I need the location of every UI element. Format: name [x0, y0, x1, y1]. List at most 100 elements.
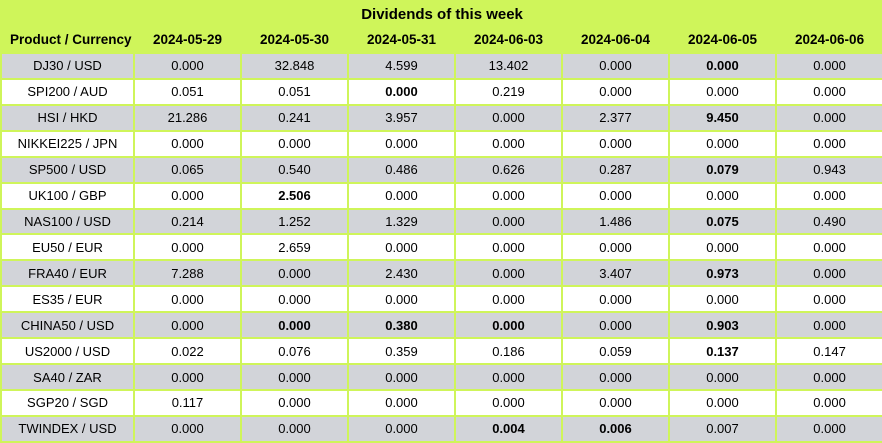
table-row: DJ30 / USD 0.000 32.848 4.599 13.402 0.000 0.0…: [0, 52, 882, 80]
dividend-value-cell: 0.000: [774, 233, 882, 262]
date-column-header: 2024-06-05: [668, 26, 777, 54]
dividend-value-cell: 0.973: [668, 259, 777, 288]
dividend-value-cell: 0.000: [347, 414, 456, 443]
dividend-value-cell: 0.000: [347, 77, 456, 106]
product-cell: UK100 / GBP: [0, 181, 135, 210]
dividend-value-cell: 0.007: [668, 414, 777, 443]
dividend-value-cell: 0.000: [561, 52, 670, 80]
dividend-value-cell: 0.000: [561, 77, 670, 106]
dividend-value-cell: 0.000: [240, 285, 349, 314]
dividend-value-cell: 0.000: [774, 388, 882, 417]
dividend-value-cell: 0.000: [561, 311, 670, 340]
product-cell: TWINDEX / USD: [0, 414, 135, 443]
product-cell: SPI200 / AUD: [0, 77, 135, 106]
dividend-value-cell: 0.000: [133, 363, 242, 391]
dividend-value-cell: 0.000: [774, 181, 882, 210]
table-title: Dividends of this week: [0, 0, 882, 26]
product-cell: US2000 / USD: [0, 337, 135, 366]
dividend-value-cell: 0.000: [347, 285, 456, 314]
dividend-value-cell: 0.147: [774, 337, 882, 366]
product-currency-header: Product / Currency: [0, 26, 135, 54]
dividend-value-cell: 0.000: [454, 363, 563, 391]
dividend-value-cell: 0.000: [454, 311, 563, 340]
dividend-value-cell: 2.659: [240, 233, 349, 262]
dividend-value-cell: 0.000: [774, 363, 882, 391]
dividend-value-cell: 2.506: [240, 181, 349, 210]
dividend-value-cell: 0.359: [347, 337, 456, 366]
dividend-value-cell: 0.000: [133, 285, 242, 314]
dividend-value-cell: 0.000: [668, 52, 777, 80]
date-column-header: 2024-06-06: [774, 26, 882, 54]
table-row: SA40 / ZAR 0.000 0.000 0.000 0.000 0.000 0.000…: [0, 363, 882, 391]
product-cell: FRA40 / EUR: [0, 259, 135, 288]
table-row: NAS100 / USD 0.214 1.252 1.329 0.000 1.486 0.0…: [0, 207, 882, 236]
dividend-value-cell: 1.486: [561, 207, 670, 236]
product-cell: DJ30 / USD: [0, 52, 135, 80]
dividend-value-cell: 0.000: [561, 285, 670, 314]
table-header-row: Product / Currency 2024-05-29 2024-05-30 20…: [0, 26, 882, 54]
dividend-value-cell: 0.000: [561, 129, 670, 158]
dividend-value-cell: 0.000: [668, 285, 777, 314]
product-cell: HSI / HKD: [0, 103, 135, 132]
dividend-value-cell: 2.377: [561, 103, 670, 132]
table-row: NIKKEI225 / JPN 0.000 0.000 0.000 0.000 0.000…: [0, 129, 882, 158]
date-column-header: 2024-05-29: [133, 26, 242, 54]
dividend-value-cell: 0.000: [347, 388, 456, 417]
dividend-value-cell: 0.000: [133, 233, 242, 262]
product-cell: EU50 / EUR: [0, 233, 135, 262]
dividend-value-cell: 0.000: [454, 129, 563, 158]
product-cell: SA40 / ZAR: [0, 363, 135, 391]
dividend-value-cell: 0.186: [454, 337, 563, 366]
dividend-value-cell: 0.000: [668, 363, 777, 391]
dividend-value-cell: 13.402: [454, 52, 563, 80]
product-cell: ES35 / EUR: [0, 285, 135, 314]
table-row: SPI200 / AUD 0.051 0.051 0.000 0.219 0.000 0.0…: [0, 77, 882, 106]
dividend-value-cell: 9.450: [668, 103, 777, 132]
dividend-value-cell: 0.000: [133, 129, 242, 158]
dividend-value-cell: 0.000: [561, 363, 670, 391]
dividend-value-cell: 0.000: [774, 259, 882, 288]
table-row: HSI / HKD 21.286 0.241 3.957 0.000 2.377 9.450…: [0, 103, 882, 132]
dividend-value-cell: 0.000: [774, 285, 882, 314]
dividend-value-cell: 0.903: [668, 311, 777, 340]
product-cell: NAS100 / USD: [0, 207, 135, 236]
dividend-value-cell: 0.000: [347, 181, 456, 210]
dividend-value-cell: 0.000: [561, 388, 670, 417]
dividend-value-cell: 0.000: [240, 414, 349, 443]
dividend-value-cell: 0.051: [133, 77, 242, 106]
table-row: SP500 / USD 0.065 0.540 0.486 0.626 0.287 0.07…: [0, 155, 882, 184]
dividend-value-cell: 0.490: [774, 207, 882, 236]
dividend-value-cell: 0.214: [133, 207, 242, 236]
table-row: EU50 / EUR 0.000 2.659 0.000 0.000 0.000 0.000…: [0, 233, 882, 262]
date-column-header: 2024-05-31: [347, 26, 456, 54]
dividend-value-cell: 0.000: [454, 388, 563, 417]
dividend-value-cell: 0.000: [668, 129, 777, 158]
table-row: TWINDEX / USD 0.000 0.000 0.000 0.004 0.006 0.…: [0, 414, 882, 443]
table-row: ES35 / EUR 0.000 0.000 0.000 0.000 0.000 0.000…: [0, 285, 882, 314]
dividend-value-cell: 1.329: [347, 207, 456, 236]
dividend-value-cell: 7.288: [133, 259, 242, 288]
date-column-header: 2024-06-03: [454, 26, 563, 54]
dividend-value-cell: 0.000: [347, 233, 456, 262]
dividend-value-cell: 0.000: [240, 259, 349, 288]
dividend-value-cell: 0.287: [561, 155, 670, 184]
dividend-value-cell: 0.000: [454, 207, 563, 236]
dividend-value-cell: 0.000: [668, 388, 777, 417]
dividend-value-cell: 0.075: [668, 207, 777, 236]
dividend-value-cell: 0.022: [133, 337, 242, 366]
table-row: SGP20 / SGD 0.117 0.000 0.000 0.000 0.000 0.00…: [0, 388, 882, 417]
dividend-value-cell: 0.000: [240, 388, 349, 417]
dividend-value-cell: 0.000: [561, 233, 670, 262]
dividend-value-cell: 0.486: [347, 155, 456, 184]
product-cell: NIKKEI225 / JPN: [0, 129, 135, 158]
date-column-header: 2024-05-30: [240, 26, 349, 54]
table-row: CHINA50 / USD 0.000 0.000 0.380 0.000 0.000 0.…: [0, 311, 882, 340]
dividend-value-cell: 2.430: [347, 259, 456, 288]
dividend-value-cell: 0.000: [454, 103, 563, 132]
dividend-value-cell: 0.051: [240, 77, 349, 106]
dividend-value-cell: 0.000: [133, 414, 242, 443]
dividend-value-cell: 0.000: [774, 103, 882, 132]
dividend-value-cell: 0.059: [561, 337, 670, 366]
dividend-value-cell: 0.000: [668, 77, 777, 106]
dividend-value-cell: 1.252: [240, 207, 349, 236]
